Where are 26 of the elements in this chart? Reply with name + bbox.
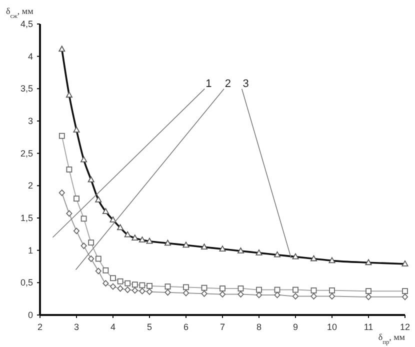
y-tick-label: 1,5 [20, 213, 33, 223]
x-tick-label: 7 [220, 322, 226, 332]
x-tick-label: 8 [256, 322, 262, 332]
text: 3 [242, 78, 249, 90]
y-tick-label: 3 [28, 116, 33, 126]
y-tick-label: 4 [28, 51, 33, 62]
x-tick-label: 9 [292, 322, 298, 332]
x-tick-label: 5 [146, 322, 152, 332]
x-tick-label: 12 [400, 322, 410, 332]
y-tick-label: 3,5 [20, 84, 33, 94]
text: 2 [224, 78, 232, 90]
x-tick-label: 3 [74, 322, 80, 332]
y-tick-label: 2 [28, 180, 33, 191]
y-tick-label: 1 [28, 245, 33, 256]
x-tick-label: 4 [110, 322, 116, 332]
y-tick-label: 4,5 [20, 19, 33, 29]
y-axis-title: δ$_{сж}$, мм [6, 6, 34, 20]
x-tick-label: 11 [364, 322, 374, 332]
x-tick-label: 6 [183, 322, 189, 332]
y-tick-label: 0 [28, 310, 33, 320]
y-tick-label: 0,5 [20, 278, 33, 288]
text: 1 [206, 78, 212, 90]
x-axis-title: δ$_{пр}$, мм [378, 332, 406, 346]
x-tick-label: 2 [37, 322, 43, 332]
x-tick-label: 10 [326, 322, 338, 332]
y-tick-label: 2,5 [20, 148, 33, 158]
